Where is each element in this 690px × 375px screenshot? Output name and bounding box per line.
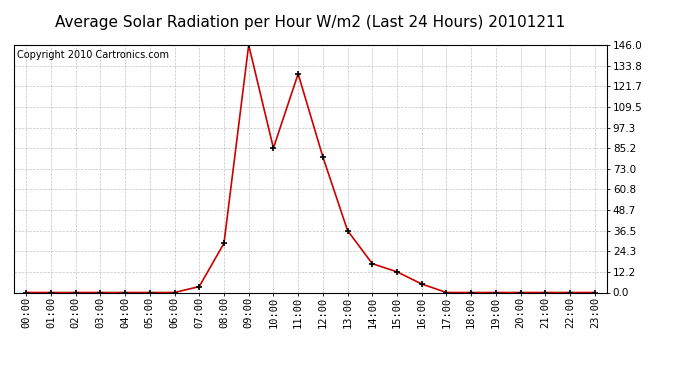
Text: Copyright 2010 Cartronics.com: Copyright 2010 Cartronics.com (17, 50, 169, 60)
Text: Average Solar Radiation per Hour W/m2 (Last 24 Hours) 20101211: Average Solar Radiation per Hour W/m2 (L… (55, 15, 566, 30)
